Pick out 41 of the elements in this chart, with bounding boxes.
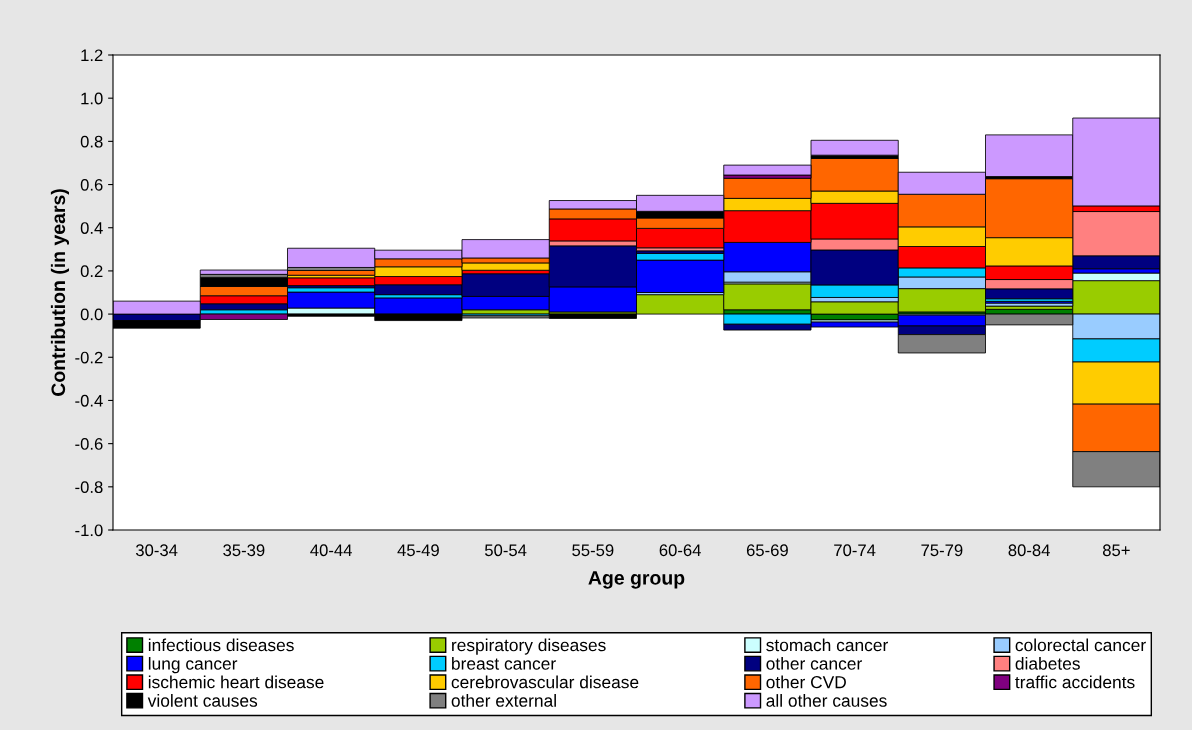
legend-label: all other causes [766, 694, 887, 707]
legend-label: violent causes [147, 694, 258, 707]
x-tick-label: 40-44 [310, 544, 352, 557]
legend-label: other external [451, 694, 556, 707]
y-tick-label: -0.8 [75, 481, 103, 494]
legend-label: cerebrovascular disease [451, 675, 639, 689]
x-tick-label: 55-59 [572, 544, 614, 557]
y-tick-label: 0.6 [80, 178, 103, 191]
y-tick-label: -0.2 [75, 351, 103, 364]
x-axis-title: Age group [588, 571, 685, 589]
x-tick-label: 80-84 [1008, 544, 1050, 557]
x-tick-label: 30-34 [135, 544, 178, 557]
legend-label: ischemic heart disease [148, 675, 324, 689]
legend-label: breast cancer [452, 657, 556, 670]
legend-label: lung cancer [148, 657, 238, 674]
y-axis-title: Contribution (in years) [50, 189, 70, 396]
y-tick-label: 0.4 [80, 222, 103, 234]
legend-label: infectious diseases [148, 638, 294, 652]
y-tick-label: -0.4 [75, 394, 103, 407]
y-tick-label: 0.8 [80, 135, 103, 148]
y-tick-label: 1.0 [81, 92, 103, 105]
legend-label: diabetes [1015, 657, 1080, 670]
legend-label: other CVD [766, 675, 846, 689]
x-tick-label: 35-39 [223, 544, 265, 557]
y-tick-label: 0.0 [80, 308, 103, 321]
x-tick-label: 60-64 [659, 544, 701, 557]
x-tick-label: 45-49 [397, 544, 439, 557]
legend-label: other cancer [766, 657, 862, 670]
legend-label: stomach cancer [766, 638, 888, 652]
x-tick-label: 85+ [1102, 544, 1130, 557]
y-tick-label: 1.2 [81, 49, 103, 62]
y-tick-label: -0.6 [75, 438, 103, 450]
legend-label: traffic accidents [1015, 675, 1135, 689]
x-tick-label: 65-69 [746, 544, 788, 557]
x-tick-label: 50-54 [484, 544, 527, 557]
x-tick-label: 70-74 [834, 544, 876, 557]
y-tick-label: -1.0 [75, 524, 103, 537]
x-tick-label: 75-79 [921, 544, 963, 557]
legend-label: respiratory diseases [452, 638, 606, 655]
y-tick-label: 0.2 [80, 265, 103, 278]
legend-label: colorectal cancer [1015, 638, 1146, 652]
